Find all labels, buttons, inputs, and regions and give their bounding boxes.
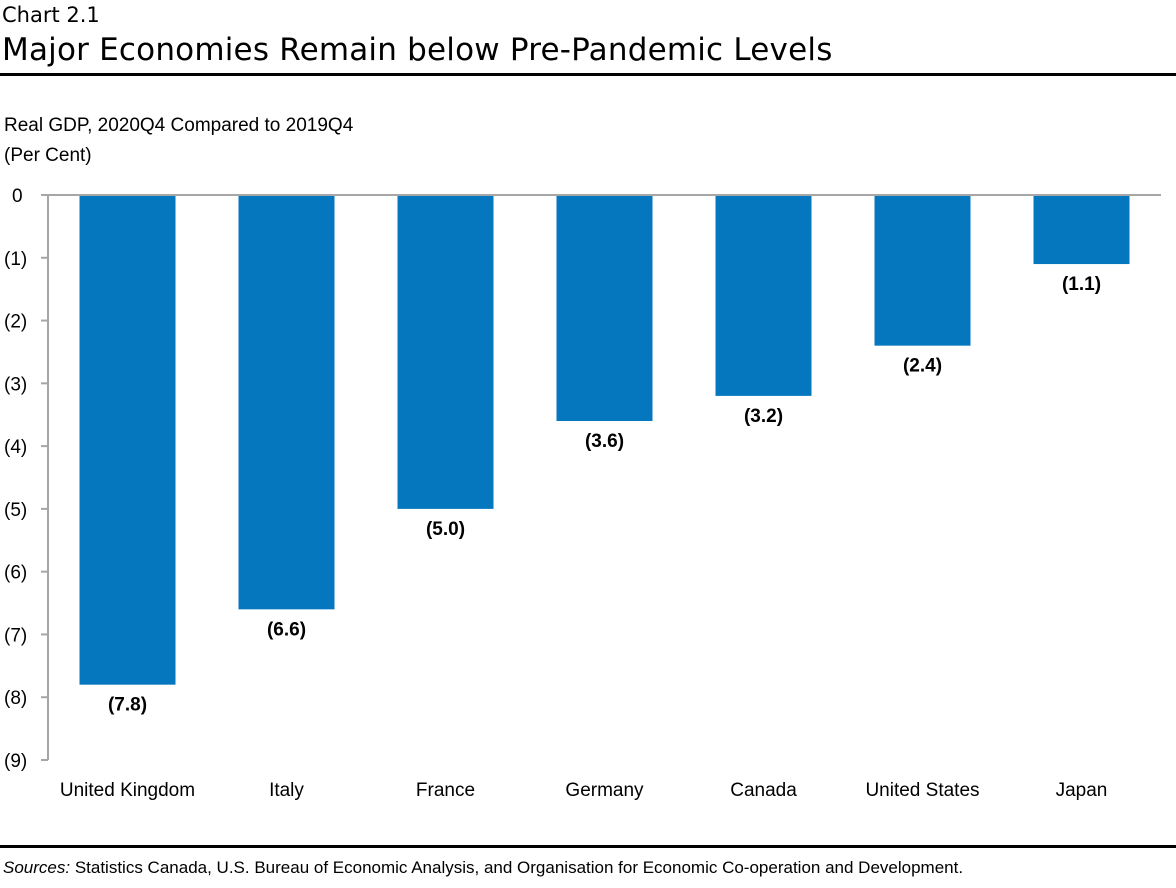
sources-note: Sources: Statistics Canada, U.S. Bureau … [3,858,963,878]
sources-text: Statistics Canada, U.S. Bureau of Econom… [70,858,964,877]
y-tick-label: (9) [4,751,27,772]
y-axis-unit: (Per Cent) [4,145,92,166]
y-tick-label: (5) [4,500,27,521]
y-tick-label: (6) [4,563,27,584]
y-tick-label: (2) [4,312,27,333]
x-tick-label: France [416,780,475,801]
data-label: (3.2) [744,406,783,427]
y-tick-label: (7) [4,625,27,646]
bar [238,195,335,610]
x-tick-label: Canada [730,780,797,801]
y-axis-label: Real GDP, 2020Q4 Compared to 2019Q4 [4,115,354,136]
data-label: (2.4) [903,356,942,377]
data-label: (7.8) [108,695,147,716]
data-label: (3.6) [585,431,624,452]
y-tick-label: (3) [4,374,27,395]
footer-rule [0,845,1176,848]
sources-label: Sources: [3,858,71,877]
bar [874,195,971,346]
data-label: (1.1) [1062,274,1101,295]
y-tick-label: (1) [4,249,27,270]
bar [556,195,653,421]
x-tick-label: Italy [269,780,304,801]
x-tick-label: United Kingdom [60,780,195,801]
y-tick-label: (4) [4,437,27,458]
data-label: (6.6) [267,619,306,640]
x-tick-label: Japan [1056,780,1108,801]
bar [397,195,494,509]
chart-title: Major Economies Remain below Pre-Pandemi… [2,32,833,68]
title-rule [0,73,1176,76]
y-tick-label: (8) [4,688,27,709]
bar [715,195,812,396]
y-tick-label: 0 [12,186,23,207]
x-tick-label: United States [865,780,979,801]
data-label: (5.0) [426,519,465,540]
bar [79,195,176,685]
bar [1033,195,1130,265]
x-tick-label: Germany [565,780,644,801]
chart-number: Chart 2.1 [2,3,100,27]
